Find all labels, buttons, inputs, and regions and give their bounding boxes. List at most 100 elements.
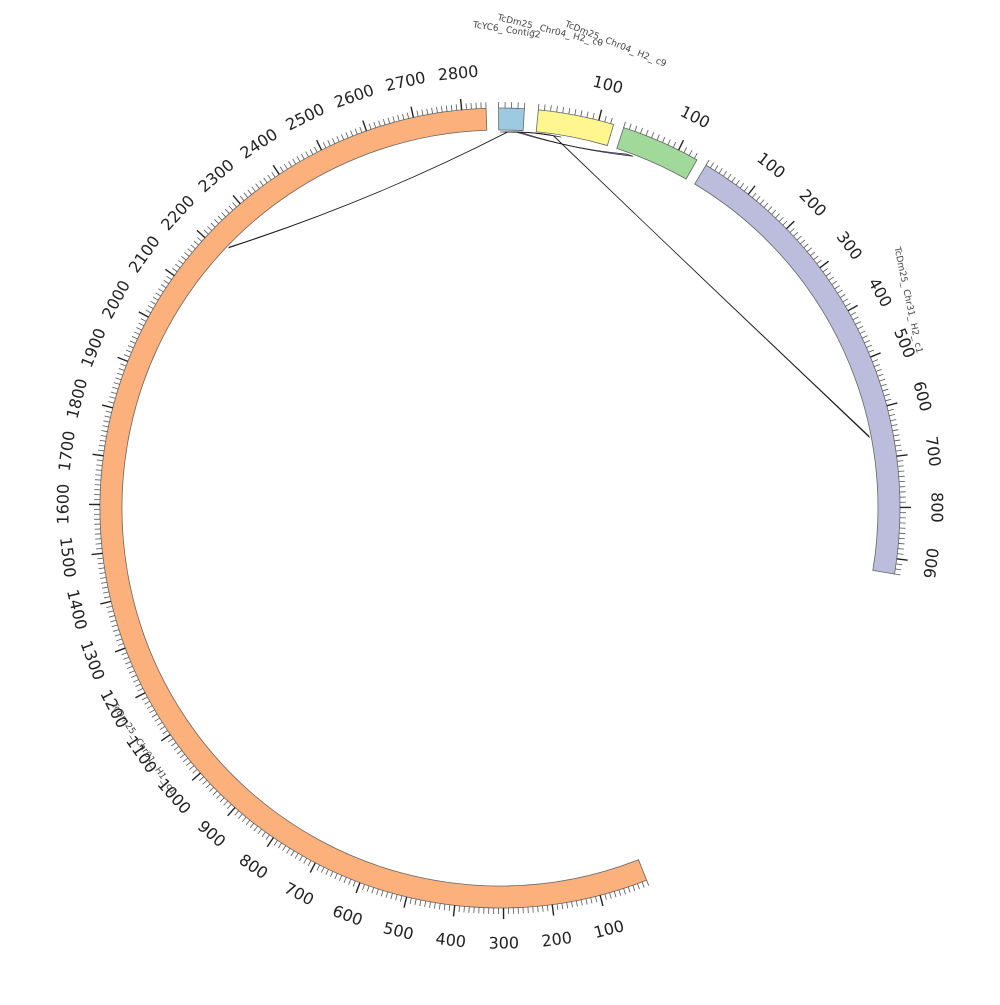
tick-label: 2600 (332, 80, 377, 112)
chromosome-arc-c9[interactable] (617, 128, 697, 179)
minor-tick (339, 875, 341, 881)
major-tick (356, 883, 360, 893)
minor-tick (111, 392, 117, 394)
major-tick (848, 305, 858, 310)
minor-tick (274, 840, 277, 845)
major-tick (461, 99, 462, 110)
minor-tick (238, 814, 242, 819)
minor-tick (110, 397, 116, 399)
minor-tick (547, 905, 548, 911)
minor-tick (172, 268, 177, 272)
minor-tick (98, 563, 104, 564)
chromosome-arc-yc6[interactable] (499, 108, 525, 131)
minor-tick (130, 341, 135, 343)
minor-tick (797, 236, 801, 240)
major-tick (233, 195, 240, 203)
minor-tick (706, 160, 709, 165)
minor-tick (668, 139, 671, 144)
minor-tick (203, 780, 207, 784)
minor-tick (155, 718, 160, 721)
minor-tick (624, 122, 626, 128)
tick-label: 500 (381, 918, 415, 944)
minor-tick (287, 848, 290, 853)
minor-tick (110, 620, 116, 622)
minor-tick (446, 106, 447, 112)
tick-label: 1400 (63, 588, 91, 632)
tick-label: 1900 (77, 325, 110, 370)
minor-tick (619, 890, 621, 896)
minor-tick (174, 746, 179, 750)
minor-tick (898, 549, 904, 550)
minor-tick (332, 138, 334, 143)
minor-tick (204, 230, 208, 234)
minor-tick (101, 582, 107, 583)
minor-tick (301, 154, 304, 159)
chromosome-arc-h1[interactable] (100, 108, 647, 908)
minor-tick (402, 114, 403, 120)
minor-tick (624, 888, 626, 894)
minor-tick (326, 869, 329, 874)
chromosome-arc-h2c1[interactable] (695, 165, 900, 574)
major-tick (552, 905, 553, 916)
minor-tick (293, 159, 296, 164)
minor-tick (115, 378, 121, 380)
minor-tick (898, 466, 904, 467)
major-tick (93, 454, 104, 455)
minor-tick (779, 217, 783, 221)
major-tick (870, 353, 880, 357)
minor-tick (264, 178, 267, 183)
tick-label: 2500 (283, 99, 328, 134)
major-tick (897, 559, 908, 560)
minor-tick (306, 152, 309, 157)
minor-tick (104, 597, 110, 598)
minor-tick (194, 241, 199, 245)
minor-tick (161, 285, 166, 288)
major-tick (679, 140, 684, 150)
minor-tick (890, 419, 896, 420)
minor-tick (544, 105, 545, 111)
minor-tick (96, 544, 102, 545)
minor-tick (109, 616, 115, 618)
tick-label: 2300 (195, 155, 238, 196)
minor-tick (872, 360, 878, 362)
minor-tick (772, 210, 776, 214)
minor-tick (853, 317, 858, 320)
minor-tick (254, 826, 258, 831)
minor-tick (262, 832, 266, 837)
minor-tick (268, 175, 271, 180)
minor-tick (459, 906, 460, 912)
tick-label: 700 (281, 878, 317, 909)
minor-tick (775, 214, 779, 218)
minor-tick (101, 431, 107, 432)
minor-tick (810, 252, 815, 256)
minor-tick (139, 323, 144, 326)
minor-tick (206, 784, 210, 788)
tick-label: 300 (833, 228, 867, 264)
minor-tick (605, 894, 607, 900)
minor-tick (99, 573, 105, 574)
minor-tick (874, 364, 880, 366)
minor-tick (538, 906, 539, 912)
minor-tick (272, 172, 275, 177)
minor-tick (876, 369, 882, 371)
minor-tick (256, 184, 260, 189)
minor-tick (383, 119, 385, 125)
minor-tick (297, 156, 300, 161)
minor-tick (439, 904, 440, 910)
minor-tick (878, 374, 884, 376)
tick-label: 200 (795, 185, 830, 220)
major-tick (192, 773, 200, 780)
minor-tick (349, 879, 351, 885)
minor-tick (100, 440, 106, 441)
minor-tick (843, 299, 848, 302)
minor-tick (240, 196, 244, 201)
minor-tick (635, 126, 637, 132)
minor-tick (126, 350, 132, 352)
minor-tick (108, 611, 114, 613)
minor-tick (633, 885, 635, 891)
minor-tick (218, 216, 222, 220)
minor-tick (362, 884, 364, 890)
minor-tick (372, 888, 374, 894)
minor-tick (135, 684, 140, 687)
